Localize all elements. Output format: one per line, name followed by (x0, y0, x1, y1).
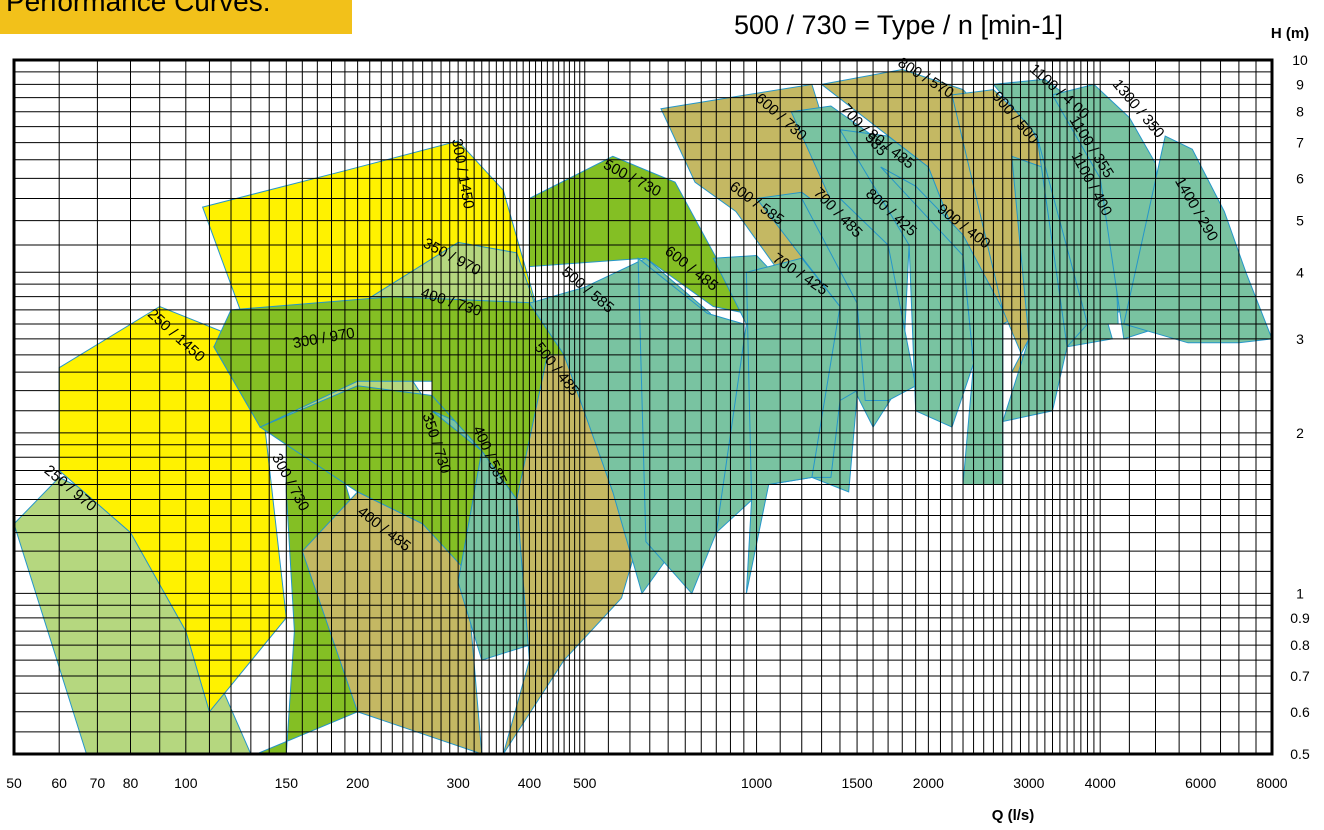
x-tick-label: 4000 (1085, 775, 1116, 791)
legend-note: 500 / 730 = Type / n [min-1] (734, 10, 1063, 40)
x-tick-label: 400 (518, 775, 542, 791)
y-tick-label: 0.7 (1290, 668, 1310, 684)
y-tick-label: 1 (1296, 585, 1304, 601)
plot-border (12, 58, 1274, 756)
x-tick-label: 500 (573, 775, 597, 791)
x-tick-label: 80 (123, 775, 139, 791)
y-tick-label: 5 (1296, 213, 1304, 229)
y-tick-label: 6 (1296, 170, 1304, 186)
x-tick-label: 1500 (841, 775, 872, 791)
x-tick-label: 3000 (1013, 775, 1044, 791)
region-250-1450 (58, 305, 287, 713)
y-tick-labels: 10 9 8 7 6 5 4 3 2 1 0.9 0.8 0.7 0.6 0.5 (1290, 52, 1310, 762)
x-tick-label: 100 (174, 775, 198, 791)
x-tick-labels: 50 60 70 80 100 150 200 300 400 500 1000 1500 2000 30… (6, 775, 1288, 791)
x-tick-label: 200 (346, 775, 370, 791)
y-tick-label: 0.6 (1290, 704, 1310, 720)
y-tick-label: 0.5 (1290, 746, 1310, 762)
title-highlight (0, 0, 352, 34)
y-tick-label: 10 (1292, 52, 1308, 68)
y-axis-label: H (m) (1271, 25, 1309, 42)
page-title: Performance Curves: (6, 0, 271, 17)
y-tick-label: 9 (1296, 76, 1304, 92)
y-tick-label: 0.9 (1290, 610, 1310, 626)
x-tick-label: 60 (51, 775, 67, 791)
x-tick-label: 8000 (1256, 775, 1287, 791)
y-tick-label: 7 (1296, 135, 1304, 151)
plot-frame (12, 58, 1274, 756)
x-tick-label: 6000 (1185, 775, 1216, 791)
x-tick-label: 70 (90, 775, 106, 791)
x-tick-label: 150 (275, 775, 299, 791)
page-title-badge: Performance Curves: (0, 0, 352, 34)
y-tick-label: 2 (1296, 425, 1304, 441)
y-tick-label: 0.8 (1290, 637, 1310, 653)
y-tick-label: 4 (1296, 264, 1304, 280)
x-tick-label: 1000 (741, 775, 772, 791)
x-tick-label: 50 (6, 775, 22, 791)
x-tick-label: 300 (446, 775, 470, 791)
y-tick-label: 8 (1296, 104, 1304, 120)
x-axis-label: Q (l/s) (992, 807, 1035, 824)
y-tick-label: 3 (1296, 331, 1304, 347)
x-tick-label: 2000 (913, 775, 944, 791)
